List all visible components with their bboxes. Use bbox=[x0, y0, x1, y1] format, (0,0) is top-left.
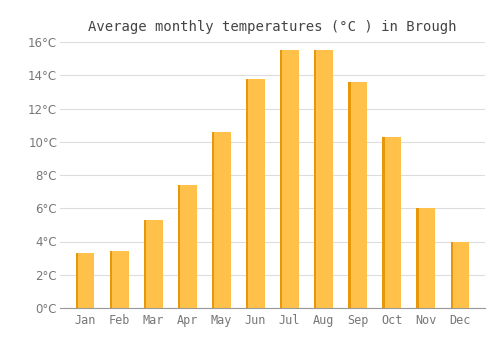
Bar bbox=[314, 50, 316, 308]
Bar bbox=[348, 82, 367, 308]
Bar bbox=[382, 137, 384, 308]
Bar bbox=[450, 241, 469, 308]
Bar bbox=[144, 220, 163, 308]
Bar bbox=[144, 220, 146, 308]
Bar bbox=[178, 185, 180, 308]
Bar bbox=[348, 82, 350, 308]
Bar bbox=[416, 208, 418, 308]
Bar bbox=[416, 208, 435, 308]
Bar bbox=[382, 137, 401, 308]
Bar bbox=[212, 132, 214, 308]
Bar bbox=[110, 251, 112, 308]
Bar bbox=[76, 253, 94, 308]
Bar bbox=[450, 241, 453, 308]
Bar bbox=[212, 132, 231, 308]
Bar bbox=[110, 251, 128, 308]
Bar bbox=[246, 78, 265, 308]
Bar bbox=[314, 50, 333, 308]
Bar bbox=[246, 78, 248, 308]
Title: Average monthly temperatures (°C ) in Brough: Average monthly temperatures (°C ) in Br… bbox=[88, 20, 457, 34]
Bar bbox=[76, 253, 78, 308]
Bar bbox=[178, 185, 197, 308]
Bar bbox=[280, 50, 282, 308]
Bar bbox=[280, 50, 299, 308]
